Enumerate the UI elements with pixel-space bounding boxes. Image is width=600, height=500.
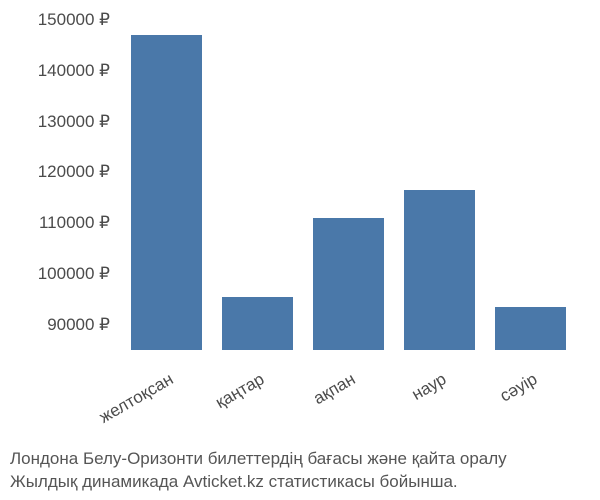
bar <box>222 297 293 350</box>
x-tick-label: ақпан <box>310 369 359 409</box>
bar <box>131 35 202 350</box>
x-tick-label: қаңтар <box>212 369 268 413</box>
caption-line-2: Жылдық динамикада Avticket.kz статистика… <box>10 472 458 491</box>
caption-line-1: Лондона Белу-Оризонти билеттердің бағасы… <box>10 449 507 468</box>
y-tick-label: 100000 ₽ <box>0 264 110 284</box>
bar <box>404 190 475 350</box>
y-tick-label: 110000 ₽ <box>0 213 110 233</box>
y-tick-label: 140000 ₽ <box>0 61 110 81</box>
y-tick-label: 90000 ₽ <box>0 315 110 335</box>
x-tick-label: сәуір <box>496 369 540 406</box>
x-tick-label: желтоқсан <box>95 369 176 427</box>
plot-area <box>120 20 576 351</box>
bar <box>313 218 384 350</box>
chart-container: 90000 ₽ 100000 ₽ 110000 ₽ 120000 ₽ 130000 ₽ 1… <box>0 0 600 500</box>
y-tick-label: 130000 ₽ <box>0 112 110 132</box>
bar <box>495 307 566 350</box>
y-tick-label: 150000 ₽ <box>0 10 110 30</box>
chart-caption: Лондона Белу-Оризонти билеттердің бағасы… <box>0 448 600 494</box>
y-tick-label: 120000 ₽ <box>0 162 110 182</box>
x-tick-label: наур <box>408 369 450 405</box>
